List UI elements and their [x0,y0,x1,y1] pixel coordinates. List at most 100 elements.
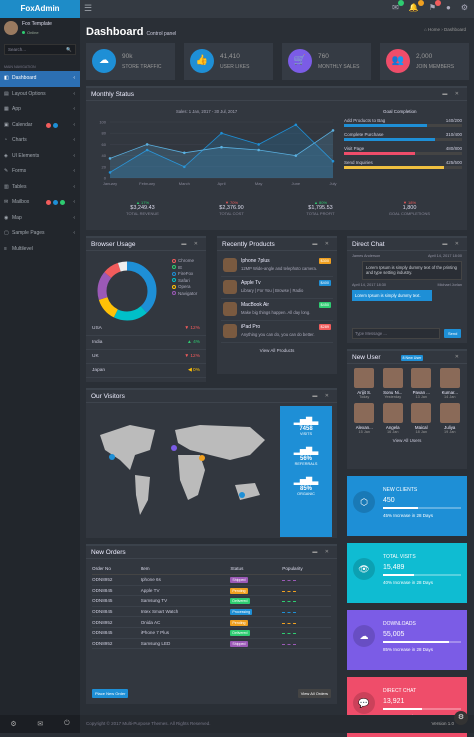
product-name[interactable]: Iphone 7plus [241,258,270,264]
order-no[interactable]: ODN8952 [92,574,141,586]
menu-toggle-icon[interactable]: ☰ [84,3,93,13]
box-tools[interactable]: ✕ [454,354,462,360]
data-point[interactable] [108,157,112,160]
info-progress [383,708,461,710]
order-no[interactable]: ODN8952 [92,616,141,628]
chat-message-input[interactable]: Type Message ... [352,328,440,339]
data-point[interactable] [108,171,112,174]
place-new-order-button[interactable]: Place New Order [92,689,129,698]
data-point[interactable] [220,131,223,135]
send-button[interactable]: Send [444,329,462,338]
order-no[interactable]: ODN8845 [92,585,141,597]
product-item[interactable]: MacBook Air Make big things happen. All d… [221,299,333,321]
product-name[interactable]: Apple Tv [241,280,261,286]
visitor-stat-value: 85% [299,486,312,492]
settings-icon[interactable]: ⚙ [460,3,468,12]
order-no[interactable]: ODN8845 [92,606,141,618]
order-no[interactable]: ODN8952 [92,638,141,650]
settings-icon[interactable]: ⚙ [10,721,17,728]
box-tools[interactable]: ▬ ✕ [442,91,462,97]
sidebar-item-calendar[interactable]: ▣ Calendar ‹ [0,118,80,134]
data-point[interactable] [257,143,260,146]
user-card[interactable]: Maical 18 Jan [409,403,434,434]
data-point[interactable] [183,165,186,169]
data-point[interactable] [183,151,186,155]
search-input[interactable]: Search... 🔍 [4,44,76,55]
notifications-icon[interactable]: 🔔 [409,0,424,12]
box-tools[interactable]: ▬ ✕ [312,393,332,399]
sidebar-item-forms[interactable]: ✎ Forms ‹ [0,164,80,180]
info-title: DOWNLOADS [383,621,416,627]
table-row[interactable]: ODN8845 Intex Smart Watch Processing [92,606,331,618]
brand-logo[interactable]: FoxAdmin [0,0,80,18]
box-tools[interactable]: ▬ ✕ [312,241,332,247]
order-no[interactable]: ODN8845 [92,627,141,639]
sidebar-item-tables[interactable]: ▥ Tables ‹ [0,180,80,196]
user-card[interactable]: Alexan... 15 Jan [352,403,377,434]
sidebar-item-layout-options[interactable]: ▤ Layout Options ‹ [0,87,80,103]
table-row[interactable]: ODN8952 Onida AC Pending [92,616,331,628]
chevron-left-icon: ‹ [73,199,75,205]
stat-box: 🛒 760 MONTHLY SALES [282,43,371,80]
data-point[interactable] [257,148,260,152]
data-point[interactable] [294,154,298,157]
box-tools[interactable]: ▬ ✕ [442,241,462,247]
user-card[interactable]: Pavan ... 13 Jan [409,368,434,399]
view-all-users-link[interactable]: View All Users [392,438,422,443]
mail-icon[interactable]: ✉ [37,721,44,728]
table-row[interactable]: ODN8845 Apple TV Pending [92,585,331,597]
user-avatar-icon[interactable]: ● [445,3,451,12]
sidebar-item-ui-elements[interactable]: ◈ UI Elements ‹ [0,149,80,165]
settings-fab-icon[interactable]: ⚙ [454,711,468,725]
chevron-left-icon: ‹ [73,90,75,97]
top-icons: ✉ 🔔 ⚑ ● ⚙ [392,0,468,12]
avatar[interactable] [4,21,18,35]
product-name[interactable]: iPad Pro [241,324,261,330]
user-card[interactable]: Arijit S. Today [352,368,377,399]
order-no[interactable]: ODN8845 [92,595,141,607]
messages-icon[interactable]: ✉ [392,0,404,12]
sidebar-item-app[interactable]: ▦ App ‹ [0,102,80,118]
user-card[interactable]: Angela 16 Jan [381,403,406,434]
data-point[interactable] [294,123,298,127]
sidebar-item-charts[interactable]: ◔ Charts ‹ [0,133,80,149]
product-item[interactable]: Iphone 7plus 12MP Wide-angle and telephot… [221,255,333,277]
visitor-stat-label: ORGANIC [297,492,315,496]
sidebar-item-multilevel[interactable]: ≡ Multilevel [0,242,80,258]
sidebar-item-label: Mailbox [12,199,30,205]
product-item[interactable]: iPad Pro Anything you can do, you can do … [221,321,333,343]
user-card[interactable]: Sonu Ni... Yesterday [381,368,406,399]
view-all-orders-button[interactable]: View All Orders [297,689,331,698]
goal-value: 480/800 [445,146,462,151]
data-point[interactable] [331,129,335,132]
user-card[interactable]: Juliya 19 Jan [438,403,463,434]
sidebar-item-sample-pages[interactable]: ▢ Sample Pages ‹ [0,226,80,242]
new-user-title: New User [352,354,381,361]
sidebar-item-map[interactable]: ◉ Map ‹ [0,211,80,227]
data-point[interactable] [331,159,335,163]
sidebar-item-mailbox[interactable]: ✉ Mailbox ‹ [0,195,80,211]
chevron-left-icon: ‹ [73,121,75,128]
product-item[interactable]: Apple Tv Library | For You | Browse | Rad… [221,277,333,299]
sidebar-item-dashboard[interactable]: ◧ Dashboard ‹ [0,71,80,87]
nav-icon: ▣ [4,121,9,128]
y-tick-label: 80 [102,131,107,136]
product-name[interactable]: MacBook Air [241,302,270,308]
sidebar-item-label: Sample Pages [12,230,45,236]
user-card[interactable]: Kumar... 14 Jan [438,368,463,399]
search-icon[interactable]: 🔍 [66,47,72,52]
table-row[interactable]: ODN8952 Samsung LED Shipped [92,638,331,650]
box-tools[interactable]: ▬ ✕ [181,241,201,247]
user-panel: Fox Template Online [0,18,80,42]
data-point[interactable] [145,148,149,152]
power-icon[interactable]: ⏻ [64,720,70,727]
view-all-products-link[interactable]: View All Products [259,348,295,353]
table-row[interactable]: ODN8845 iPhone 7 Plus Delivered [92,627,331,639]
tasks-icon[interactable]: ⚑ [429,0,441,12]
data-point[interactable] [145,143,149,146]
table-row[interactable]: ODN8845 Samsung TV Delivered [92,595,331,607]
box-tools[interactable]: ▬ ✕ [312,549,332,555]
table-row[interactable]: ODN8952 Iphone 6s Shipped [92,574,331,586]
data-point[interactable] [220,145,223,149]
series-area [110,130,333,178]
